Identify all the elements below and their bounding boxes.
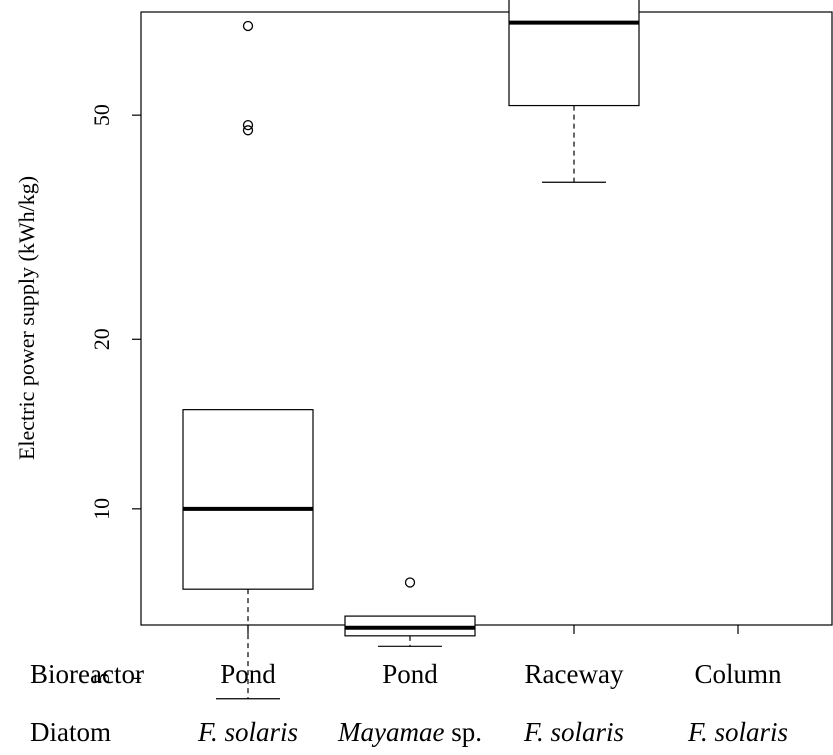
row-label: Diatom xyxy=(30,717,111,747)
y-tick-label: 50 xyxy=(89,104,114,126)
x-axis xyxy=(247,625,739,634)
category-rows: Bioreactor Diatom Pond F. solaris Pond Mayama… xyxy=(30,659,788,747)
bioreactor-label: Pond xyxy=(382,659,438,689)
row-label: Bioreactor xyxy=(30,659,144,689)
y-tick-label: 20 xyxy=(89,328,114,350)
outlier-point xyxy=(242,119,254,131)
bioreactor-label: Pond xyxy=(220,659,276,689)
diatom-italic-name: F. solaris xyxy=(687,717,788,747)
diatom-suffix: sp. xyxy=(444,717,482,747)
diatom-italic-name: F. solaris xyxy=(197,717,298,747)
diatom-label: F. solaris xyxy=(687,717,788,747)
diatom-label: F. solaris xyxy=(197,717,298,747)
outlier-point xyxy=(242,125,254,136)
bioreactor-label: Raceway xyxy=(525,659,624,689)
diatom-label: F. solaris xyxy=(523,717,624,747)
bioreactor-label: Column xyxy=(694,659,782,689)
diatom-italic-name: Mayamae xyxy=(337,717,444,747)
y-axis-label: Electric power supply (kWh/kg) xyxy=(14,176,39,460)
plot-border xyxy=(140,11,833,626)
box-group xyxy=(182,20,314,700)
box-group xyxy=(508,0,640,183)
plot-frame xyxy=(140,11,833,626)
box xyxy=(508,0,640,107)
outlier-point xyxy=(242,20,254,32)
y-axis: 5102050100200500 xyxy=(89,104,141,684)
box-group xyxy=(344,577,476,647)
y-tick-label: 10 xyxy=(89,498,114,520)
box xyxy=(182,409,314,590)
diatom-italic-name: F. solaris xyxy=(523,717,624,747)
outlier-point xyxy=(404,577,416,588)
boxes xyxy=(182,0,640,700)
y-tick-label: 5 xyxy=(89,673,114,684)
diatom-label: Mayamae sp. xyxy=(337,717,482,747)
